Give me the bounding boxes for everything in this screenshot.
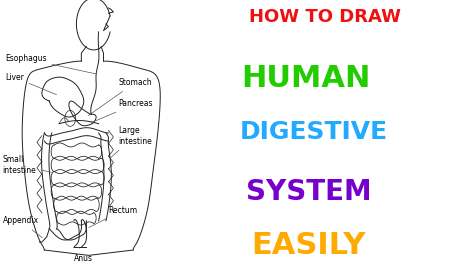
Text: HUMAN: HUMAN <box>242 64 371 93</box>
Text: Small
intestine: Small intestine <box>2 156 52 175</box>
Text: Anus: Anus <box>74 247 93 263</box>
Text: Appendix: Appendix <box>2 217 42 238</box>
Text: SYSTEM: SYSTEM <box>246 178 372 206</box>
Text: Liver: Liver <box>5 73 56 95</box>
Text: Esophagus: Esophagus <box>5 54 96 74</box>
Text: HOW TO DRAW: HOW TO DRAW <box>249 8 401 26</box>
Text: Large
intestine: Large intestine <box>110 126 152 158</box>
Text: EASILY: EASILY <box>251 231 365 260</box>
Text: DIGESTIVE: DIGESTIVE <box>239 120 387 144</box>
Text: Rectum: Rectum <box>89 206 137 227</box>
Text: Pancreas: Pancreas <box>91 99 153 123</box>
Text: Stomach: Stomach <box>89 78 152 115</box>
